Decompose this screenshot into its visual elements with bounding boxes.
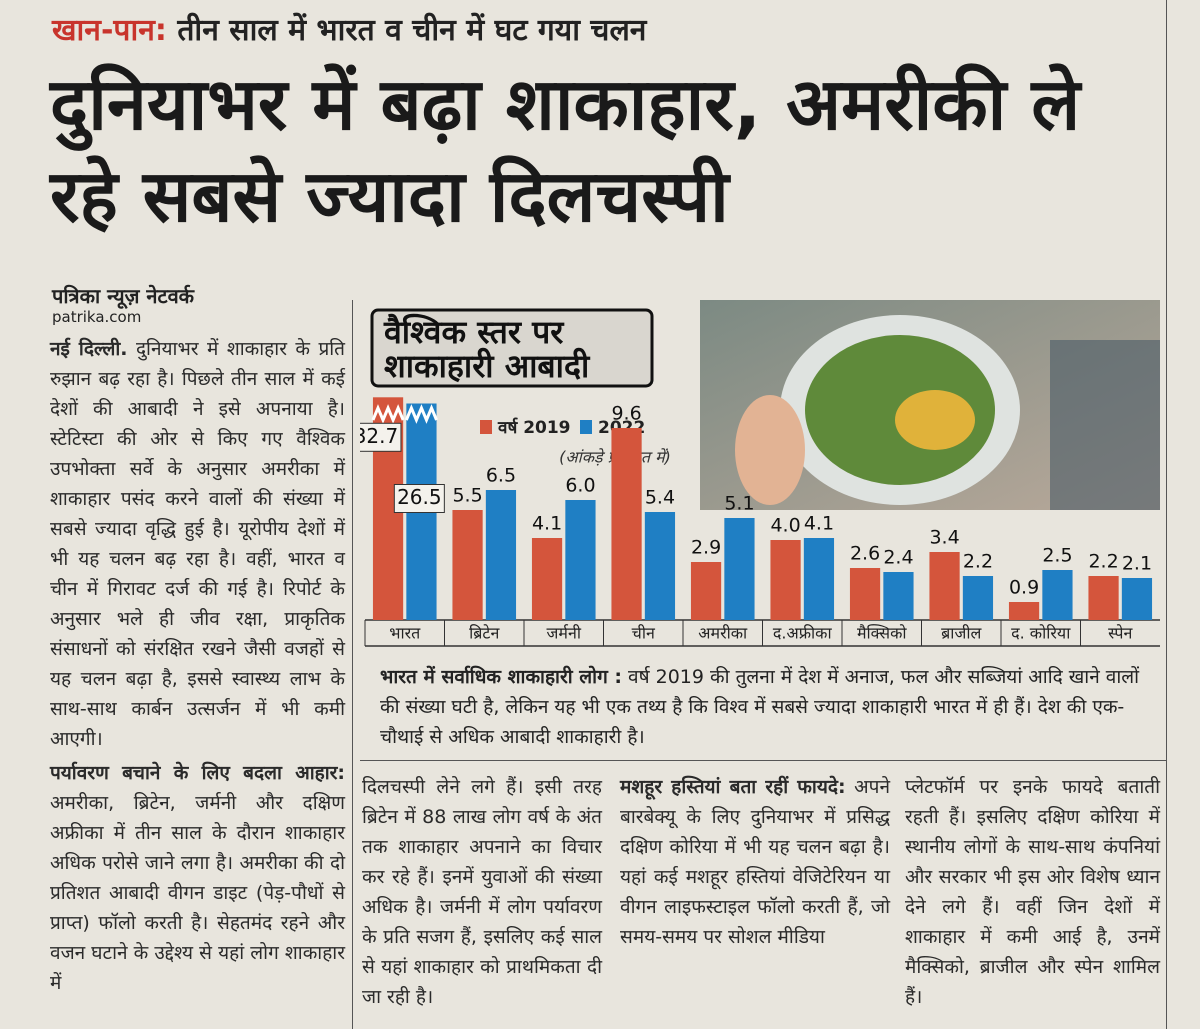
category-label: ब्राजील — [941, 624, 982, 643]
value-label-box — [393, 484, 445, 513]
value-label: 2.4 — [883, 547, 913, 569]
category-label: चीन — [632, 624, 656, 643]
column: मशहूर हस्तियां बता रहीं फायदे: अपने बारब… — [620, 772, 890, 952]
category-label: मैक्सिको — [857, 624, 907, 643]
bar — [611, 428, 642, 620]
caption-text: वर्ष 2019 की तुलना में देश में अनाज, फल … — [380, 666, 1140, 748]
value-label: 6.0 — [565, 475, 595, 497]
value-label: 9.6 — [611, 403, 641, 425]
text: दुनियाभर में शाकाहार के प्रति रुझान बढ़ … — [50, 338, 346, 750]
category-label: भारत — [389, 624, 421, 643]
column-rule — [352, 300, 353, 1029]
byline: पत्रिका न्यूज़ नेटवर्क — [52, 284, 195, 308]
bar — [1121, 578, 1153, 620]
value-label: 32.7 — [360, 424, 398, 448]
kicker-text: तीन साल में भारत व चीन में घट गया चलन — [177, 13, 647, 48]
bar — [1008, 602, 1040, 620]
subhead: मशहूर हस्तियां बता रहीं फायदे: — [620, 776, 846, 798]
category-label: द. कोरिया — [1011, 624, 1071, 643]
category-label: जर्मनी — [547, 624, 582, 643]
chart-title: वैश्विक स्तर पर — [383, 313, 565, 351]
rule — [360, 760, 1166, 761]
bar — [724, 518, 755, 620]
value-label: 4.1 — [804, 513, 834, 535]
category-label: ब्रिटेन — [469, 624, 500, 643]
category-label: स्पेन — [1108, 624, 1133, 643]
value-label: 5.1 — [724, 493, 754, 515]
subhead: पर्यावरण बचाने के लिए बदला आहार: — [50, 762, 345, 784]
value-label: 4.0 — [770, 515, 800, 537]
bar — [770, 540, 801, 620]
value-label-box — [360, 422, 402, 452]
value-label: 3.4 — [929, 527, 959, 549]
axis-break — [371, 404, 405, 424]
value-label: 2.2 — [963, 551, 993, 573]
value-label: 2.5 — [1042, 545, 1072, 567]
axis-break — [404, 404, 438, 424]
value-label: 2.2 — [1088, 551, 1118, 573]
value-label: 5.5 — [452, 485, 482, 507]
column-rule — [1166, 0, 1167, 1029]
value-label: 4.1 — [532, 513, 562, 535]
bar — [565, 500, 596, 620]
bar — [1042, 570, 1073, 620]
value-label: 0.9 — [1009, 577, 1039, 599]
bar — [644, 512, 676, 620]
value-label: 2.9 — [691, 537, 721, 559]
value-label: 5.4 — [645, 487, 675, 509]
kicker-label: खान-पान: — [52, 13, 167, 48]
headline: दुनियाभर में बढ़ा शाकाहार, अमरीकी ले रहे… — [50, 62, 1081, 238]
column: प्लेटफॉर्म पर इनके फायदे बताती रहती हैं।… — [905, 776, 1160, 1008]
bar — [803, 538, 835, 620]
category-label: द.अफ्रीका — [773, 624, 833, 643]
category-label: अमरीका — [698, 624, 748, 643]
value-label: 2.6 — [850, 543, 880, 565]
bar — [1088, 576, 1119, 620]
value-label: 6.5 — [486, 465, 516, 487]
paragraph: पर्यावरण बचाने के लिए बदला आहार: अमरीका,… — [50, 758, 345, 998]
legend-swatch — [580, 420, 592, 434]
bar — [690, 562, 722, 620]
bar — [531, 538, 563, 620]
paragraph: नई दिल्ली. दुनियाभर में शाकाहार के प्रति… — [50, 334, 345, 754]
column: दिलचस्पी लेने लगे हैं। इसी तरह ब्रिटेन म… — [362, 776, 602, 1008]
bar — [929, 552, 960, 620]
legend-swatch — [480, 420, 492, 434]
text: अपने बारबेक्यू के लिए दुनियाभर में प्रसि… — [620, 776, 890, 948]
bar — [485, 490, 517, 620]
legend-label: वर्ष 2019 — [497, 417, 571, 438]
photo — [700, 300, 1160, 510]
site: patrika.com — [52, 308, 142, 326]
title-box — [370, 308, 654, 388]
chart-title: शाकाहारी आबादी — [384, 347, 591, 385]
value-label: 26.5 — [397, 485, 442, 509]
value-label: 2.1 — [1122, 553, 1152, 575]
chart-caption: भारत में सर्वाधिक शाकाहारी लोग : वर्ष 20… — [380, 662, 1160, 752]
bar — [452, 510, 483, 620]
caption-head: भारत में सर्वाधिक शाकाहारी लोग : — [380, 666, 622, 688]
left-column: नई दिल्ली. दुनियाभर में शाकाहार के प्रति… — [50, 334, 345, 998]
text: अमरीका, ब्रिटेन, जर्मनी और दक्षिण अफ्रीक… — [50, 792, 345, 994]
bar — [883, 572, 914, 620]
kicker: खान-पान: तीन साल में भारत व चीन में घट ग… — [52, 8, 646, 49]
chart: वैश्विक स्तर पर शाकाहारी आबादी वर्ष 2019… — [360, 300, 1160, 647]
bar — [849, 568, 881, 620]
bar — [962, 576, 994, 620]
dateline: नई दिल्ली. — [50, 338, 128, 360]
